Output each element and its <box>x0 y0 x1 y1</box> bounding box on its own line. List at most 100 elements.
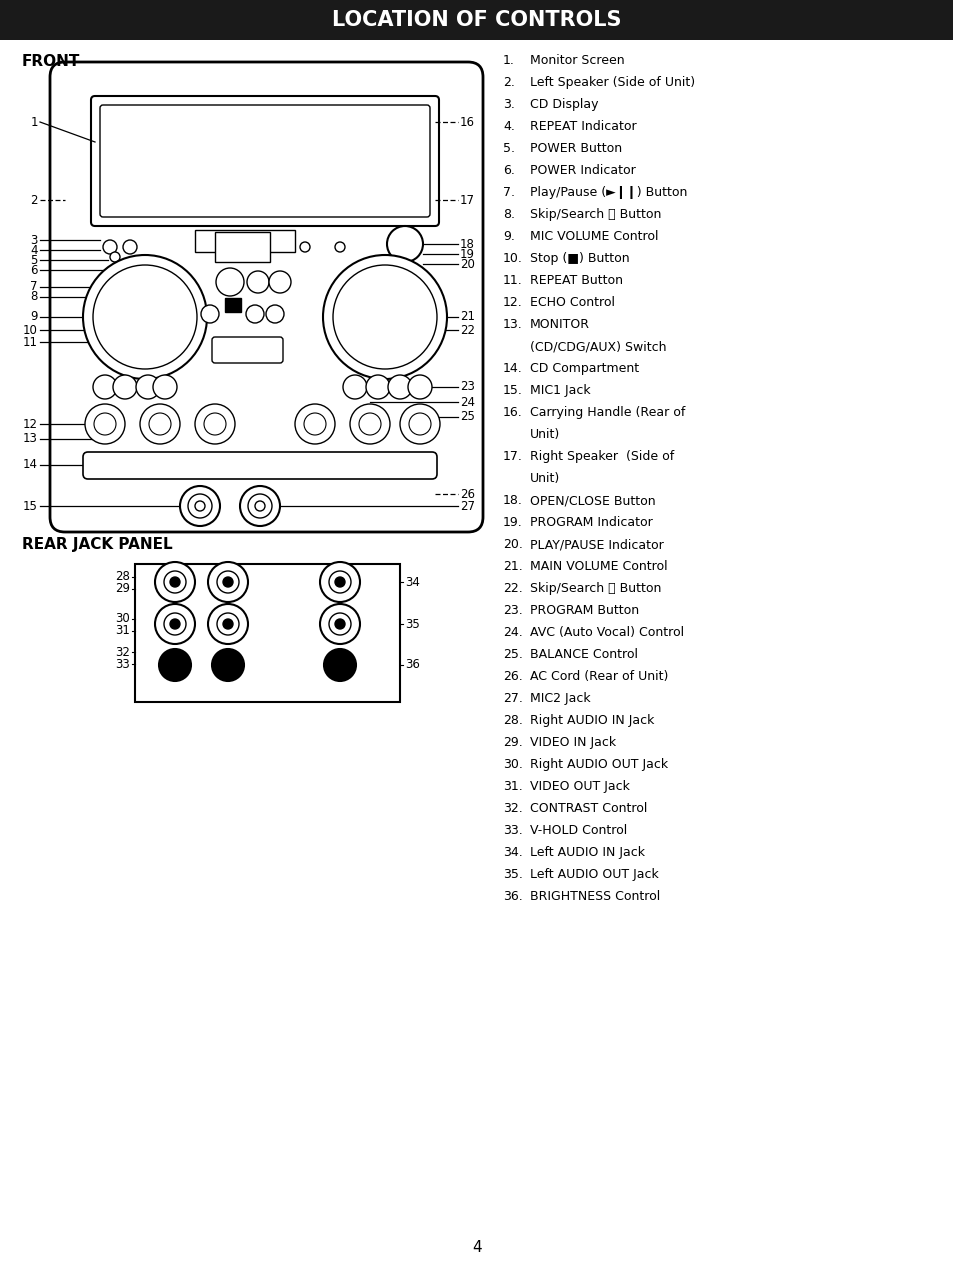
Circle shape <box>164 571 186 593</box>
Text: 6: 6 <box>30 263 38 276</box>
Circle shape <box>103 240 117 254</box>
Text: Play/Pause (►❙❙) Button: Play/Pause (►❙❙) Button <box>530 186 687 198</box>
Circle shape <box>294 404 335 444</box>
Circle shape <box>335 619 345 628</box>
Text: 11.: 11. <box>502 273 522 287</box>
Text: Right AUDIO IN Jack: Right AUDIO IN Jack <box>530 714 654 728</box>
Circle shape <box>216 571 239 593</box>
Text: 31: 31 <box>115 625 130 637</box>
Text: 3.: 3. <box>502 98 515 111</box>
Circle shape <box>350 404 390 444</box>
Circle shape <box>248 494 272 518</box>
Circle shape <box>323 254 447 379</box>
Circle shape <box>304 413 326 435</box>
Text: 26.: 26. <box>502 670 522 683</box>
Circle shape <box>319 562 359 602</box>
Text: 4.: 4. <box>502 120 515 134</box>
Text: 34: 34 <box>405 575 419 589</box>
Text: 6.: 6. <box>502 164 515 177</box>
Circle shape <box>388 375 412 399</box>
Text: BRIGHTNESS Control: BRIGHTNESS Control <box>530 890 659 903</box>
Text: PROGRAM Indicator: PROGRAM Indicator <box>530 516 652 529</box>
Bar <box>135 563 399 702</box>
Circle shape <box>329 613 351 635</box>
Text: 13.: 13. <box>502 318 522 331</box>
Text: Left AUDIO OUT Jack: Left AUDIO OUT Jack <box>530 868 659 881</box>
Text: 30: 30 <box>115 613 130 626</box>
Text: Left Speaker (Side of Unit): Left Speaker (Side of Unit) <box>530 76 695 89</box>
Text: 14: 14 <box>23 458 38 472</box>
Circle shape <box>152 375 177 399</box>
Text: Skip/Search ⏩ Button: Skip/Search ⏩ Button <box>530 583 660 595</box>
Circle shape <box>154 562 194 602</box>
Text: 29.: 29. <box>502 736 522 749</box>
Text: OPEN/CLOSE Button: OPEN/CLOSE Button <box>530 494 655 508</box>
FancyBboxPatch shape <box>100 106 430 218</box>
Circle shape <box>94 413 116 435</box>
Circle shape <box>223 619 233 628</box>
Circle shape <box>246 305 264 323</box>
Text: CD Display: CD Display <box>530 98 598 111</box>
Text: 36.: 36. <box>502 890 522 903</box>
Text: 10.: 10. <box>502 252 522 265</box>
Text: 2.: 2. <box>502 76 515 89</box>
Text: 22: 22 <box>459 323 475 337</box>
Text: 10: 10 <box>23 323 38 337</box>
Circle shape <box>149 413 171 435</box>
Text: ECHO Control: ECHO Control <box>530 296 615 309</box>
Text: 19.: 19. <box>502 516 522 529</box>
Circle shape <box>83 254 207 379</box>
Circle shape <box>170 577 180 586</box>
Text: Left AUDIO IN Jack: Left AUDIO IN Jack <box>530 846 644 859</box>
Circle shape <box>154 604 194 644</box>
Text: 8.: 8. <box>502 209 515 221</box>
Text: 4: 4 <box>30 243 38 257</box>
Text: 29: 29 <box>115 583 130 595</box>
Text: PROGRAM Button: PROGRAM Button <box>530 604 639 617</box>
Circle shape <box>208 562 248 602</box>
Circle shape <box>366 375 390 399</box>
Circle shape <box>140 404 180 444</box>
FancyBboxPatch shape <box>50 62 482 532</box>
Circle shape <box>333 265 436 369</box>
Text: 32.: 32. <box>502 803 522 815</box>
Text: 17: 17 <box>459 193 475 206</box>
Circle shape <box>223 577 233 586</box>
Text: 17.: 17. <box>502 450 522 463</box>
Text: 36: 36 <box>405 659 419 672</box>
Text: MAIN VOLUME Control: MAIN VOLUME Control <box>530 560 667 572</box>
Text: 28.: 28. <box>502 714 522 728</box>
Text: MIC VOLUME Control: MIC VOLUME Control <box>530 230 658 243</box>
Text: 27: 27 <box>459 500 475 513</box>
Text: 11: 11 <box>23 336 38 349</box>
Bar <box>194 230 294 252</box>
Text: 22.: 22. <box>502 583 522 595</box>
Text: 4: 4 <box>472 1239 481 1254</box>
Text: BALANCE Control: BALANCE Control <box>530 647 638 661</box>
Circle shape <box>343 375 367 399</box>
Circle shape <box>254 501 265 511</box>
Text: 33: 33 <box>115 658 130 670</box>
Text: 16.: 16. <box>502 406 522 418</box>
Text: LOCATION OF CONTROLS: LOCATION OF CONTROLS <box>332 10 621 31</box>
Text: REPEAT Button: REPEAT Button <box>530 273 622 287</box>
Text: 12: 12 <box>23 417 38 430</box>
Text: 1.: 1. <box>502 53 515 67</box>
Circle shape <box>164 613 186 635</box>
Text: 23: 23 <box>459 380 475 393</box>
Text: 23.: 23. <box>502 604 522 617</box>
Text: 20.: 20. <box>502 538 522 551</box>
Text: 35.: 35. <box>502 868 522 881</box>
Text: 5: 5 <box>30 253 38 267</box>
Text: 21.: 21. <box>502 560 522 572</box>
Circle shape <box>266 305 284 323</box>
Circle shape <box>358 413 380 435</box>
Circle shape <box>194 404 234 444</box>
Text: REPEAT Indicator: REPEAT Indicator <box>530 120 636 134</box>
Text: 1: 1 <box>30 116 38 128</box>
Circle shape <box>247 271 269 293</box>
Text: Right AUDIO OUT Jack: Right AUDIO OUT Jack <box>530 758 667 771</box>
Circle shape <box>216 613 239 635</box>
Text: 21: 21 <box>459 310 475 323</box>
Text: 12.: 12. <box>502 296 522 309</box>
